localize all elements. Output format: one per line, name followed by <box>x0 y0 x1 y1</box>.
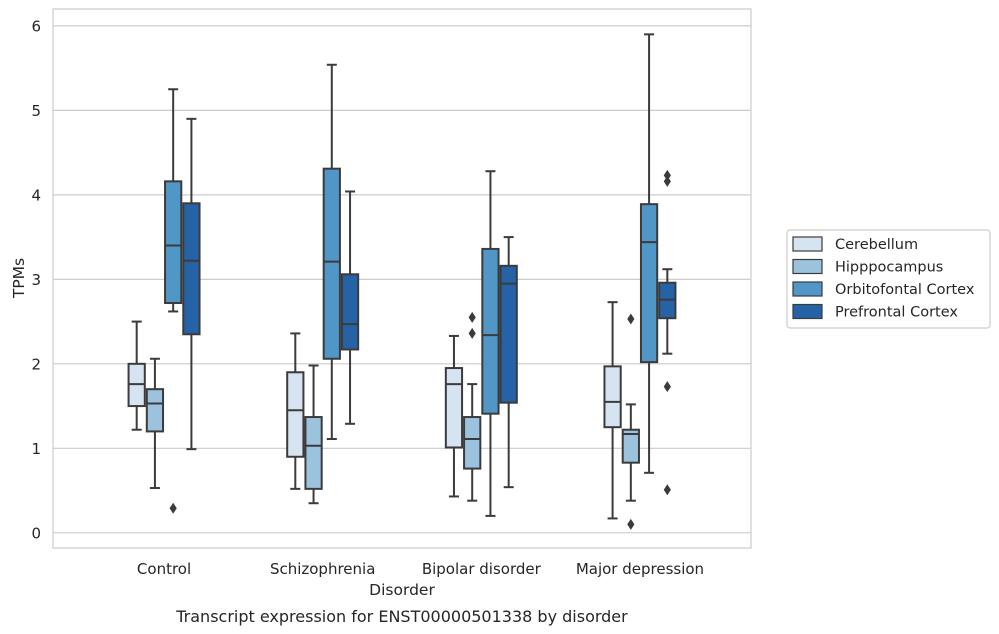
x-tick-label: Major depression <box>576 560 704 578</box>
box-iqr <box>145 388 165 433</box>
y-tick-label: 4 <box>31 186 41 204</box>
box-iqr <box>481 247 500 415</box>
box-cerebellum <box>444 334 464 498</box>
box-prefrontal-cortex <box>658 169 677 496</box>
box-orbitofontal-cortex <box>164 88 183 514</box>
legend: Cerebellum Hipppocampus Orbitofontal Corte… <box>786 229 991 329</box>
box-iqr <box>603 365 622 429</box>
box-iqr <box>499 264 518 404</box>
box-iqr <box>164 180 183 305</box>
legend-label: Prefrontal Cortex <box>835 305 958 321</box>
legend-label: Hipppocampus <box>835 260 943 276</box>
y-tick-label: 5 <box>31 102 41 120</box>
box-prefrontal-cortex <box>182 117 201 451</box>
box-orbitofontal-cortex <box>639 33 659 474</box>
outlier-point <box>663 175 671 187</box>
y-tick-label: 2 <box>31 355 41 373</box>
x-tick-label: Bipolar disorder <box>422 560 542 578</box>
chart-caption: Transcript expression for ENST0000050133… <box>175 607 628 626</box>
box-hipppocampus <box>621 313 640 530</box>
box-iqr <box>639 203 659 364</box>
plot-frame <box>52 8 752 549</box>
x-tick-label: Schizophrenia <box>270 560 375 578</box>
box-iqr <box>304 416 323 490</box>
box-cerebellum <box>603 301 622 520</box>
x-axis-title: Disorder <box>369 581 435 599</box>
legend-swatch <box>792 303 823 320</box>
box-orbitofontal-cortex <box>481 170 500 517</box>
legend-label: Cerebellum <box>835 237 918 253</box>
box-cerebellum <box>286 332 305 490</box>
box-hipppocampus <box>463 311 482 502</box>
x-tick-label: Control <box>137 560 191 578</box>
y-tick-label: 3 <box>31 271 41 289</box>
legend-swatch <box>792 258 823 275</box>
box-iqr <box>444 367 464 449</box>
box-orbitofontal-cortex <box>322 63 341 441</box>
box-iqr <box>463 416 482 470</box>
outlier-point <box>169 502 177 514</box>
box-prefrontal-cortex <box>499 236 518 489</box>
outlier-point <box>663 484 671 496</box>
box-iqr <box>340 273 360 351</box>
legend-frame <box>786 229 991 329</box>
legend-label: Orbitofontal Cortex <box>835 282 975 298</box>
outlier-point <box>663 169 671 181</box>
y-tick-labels: 0 1 2 3 4 5 6 <box>31 17 41 542</box>
box-prefrontal-cortex <box>340 190 360 425</box>
box-layer <box>127 33 677 530</box>
legend-swatch <box>792 236 823 252</box>
box-hipppocampus <box>145 357 165 490</box>
box-iqr <box>286 371 305 458</box>
outlier-point <box>663 381 671 393</box>
box-iqr <box>182 202 201 336</box>
box-iqr <box>322 167 341 360</box>
box-iqr <box>621 428 640 464</box>
legend-swatch <box>792 281 823 297</box>
x-tick-labels: Control Schizophrenia Bipolar disorder Majo… <box>137 560 704 578</box>
outlier-point <box>627 313 635 325</box>
y-tick-label: 6 <box>31 17 41 35</box>
y-tick-label: 0 <box>31 524 41 542</box>
outlier-point <box>468 311 476 323</box>
box-cerebellum <box>127 320 146 431</box>
outlier-point <box>468 327 476 339</box>
box-hipppocampus <box>304 364 323 505</box>
y-axis-title: TPMs <box>10 258 28 299</box>
y-tick-label: 1 <box>31 440 41 458</box>
outlier-point <box>627 518 635 530</box>
